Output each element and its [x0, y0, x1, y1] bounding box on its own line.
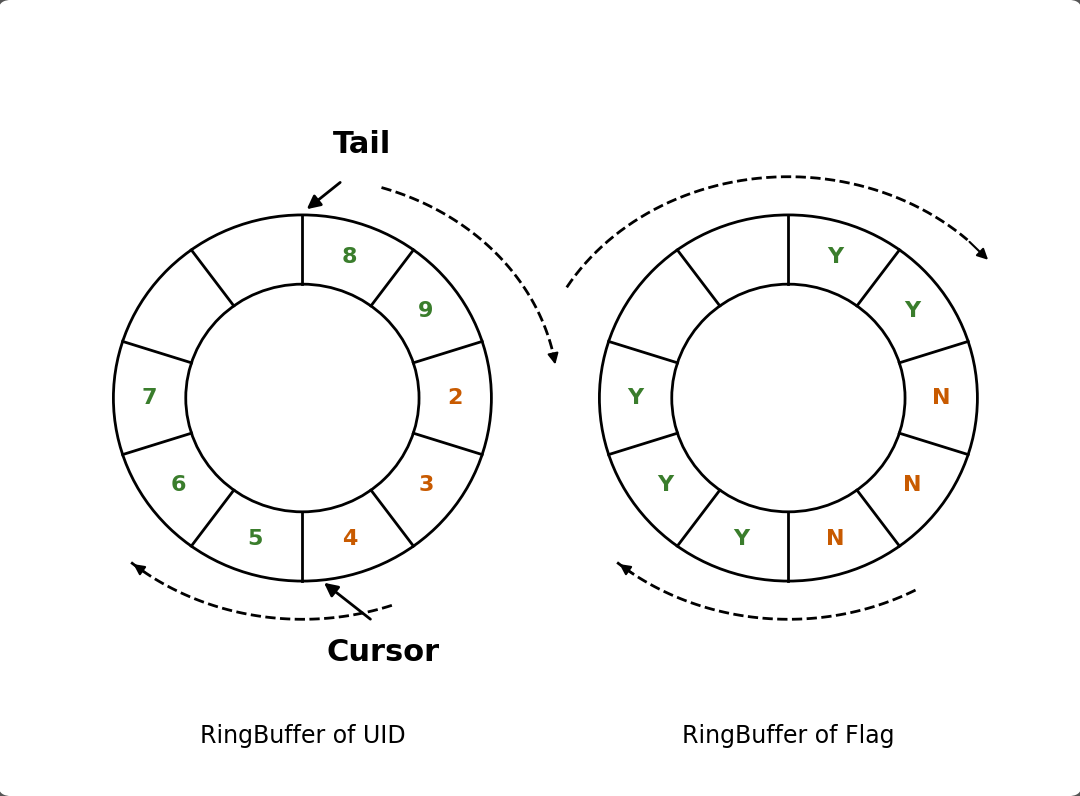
- Text: Cursor: Cursor: [327, 638, 440, 667]
- Text: N: N: [903, 475, 921, 495]
- Text: N: N: [932, 388, 950, 408]
- Text: 2: 2: [447, 388, 463, 408]
- Text: 6: 6: [171, 475, 187, 495]
- Text: Y: Y: [827, 247, 843, 267]
- Text: Y: Y: [904, 301, 920, 321]
- Text: 7: 7: [141, 388, 158, 408]
- Text: 4: 4: [342, 529, 357, 549]
- Text: N: N: [826, 529, 845, 549]
- Text: 3: 3: [418, 475, 434, 495]
- Text: RingBuffer of Flag: RingBuffer of Flag: [683, 724, 894, 748]
- Text: Y: Y: [733, 529, 750, 549]
- Text: RingBuffer of UID: RingBuffer of UID: [200, 724, 405, 748]
- Text: 9: 9: [418, 301, 434, 321]
- Text: 5: 5: [247, 529, 262, 549]
- Text: Y: Y: [627, 388, 644, 408]
- Text: 8: 8: [342, 247, 357, 267]
- Text: Y: Y: [657, 475, 673, 495]
- Text: Tail: Tail: [333, 131, 391, 159]
